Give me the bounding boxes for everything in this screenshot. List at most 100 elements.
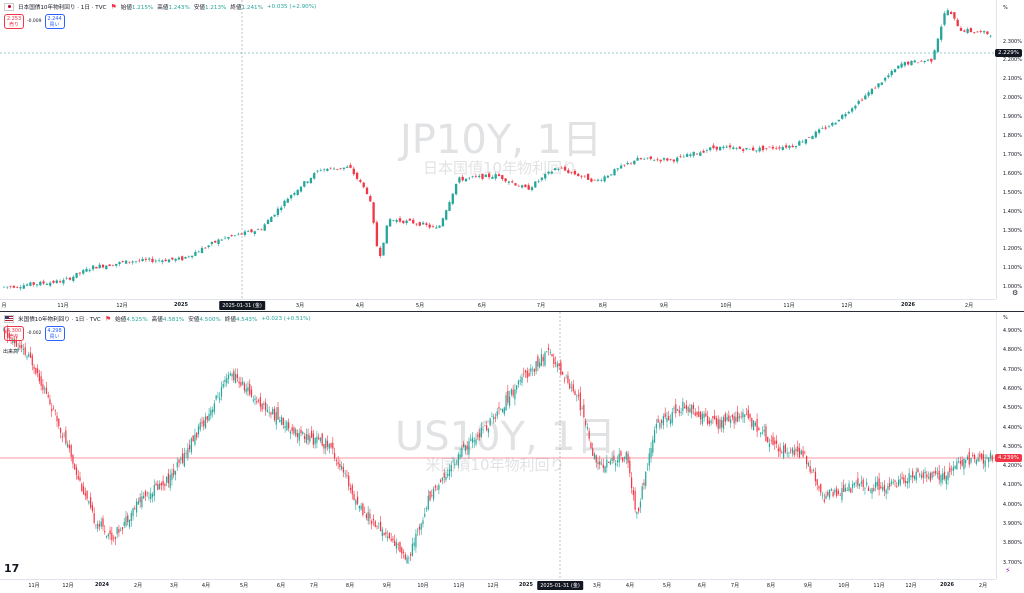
candle-body (719, 419, 721, 429)
candle-body (116, 527, 118, 534)
time-axis[interactable]: 11月 12月 2024 2月 3月 4月 5月 6月 7月 8月 9月 10月 11月 12月 2025 2… (0, 579, 996, 592)
plot-area[interactable]: US10Y, 1日 米国債10年物利回り (0, 312, 996, 579)
candle-body (501, 175, 504, 180)
candle-body (412, 219, 415, 224)
candle-body (823, 499, 825, 502)
candle-body (936, 38, 940, 53)
candle-body (883, 485, 886, 492)
candle-body (699, 411, 702, 420)
series-title[interactable]: 日本国債10年物利回り · 1日 · TVC (18, 5, 107, 11)
candle-body (742, 412, 744, 418)
candle-body (155, 483, 157, 486)
chart-pane-jp10y[interactable]: JP10Y, 1日 日本国債10年物利回り 日本国債10年物利回り · 1日 ·… (0, 0, 1024, 311)
candle-body (349, 488, 352, 490)
candle-body (372, 202, 375, 223)
candle-body (270, 412, 272, 415)
sell-button[interactable]: 2.253 売り (4, 14, 24, 29)
candle-body (98, 524, 101, 527)
watermark-name: 米国債10年物利回り (425, 456, 565, 474)
buy-button[interactable]: 2.244 買い (44, 14, 65, 29)
plot-area[interactable]: JP10Y, 1日 日本国債10年物利回り (0, 0, 996, 299)
candle-body (282, 417, 284, 425)
candle-body (530, 368, 532, 372)
pane-divider[interactable] (0, 311, 1024, 312)
sell-button[interactable]: 4.300 売り (4, 326, 24, 341)
time-axis[interactable]: 月 11月 12月 2025 2月 3月 4月 5月 6月 7月 8月 9月 10月 11月 12月 2026… (0, 299, 996, 312)
candle-body (79, 477, 81, 481)
candle-body (754, 422, 756, 426)
legend: 日本国債10年物利回り · 1日 · TVC ⚑ 始値1.215% 高値1.24… (4, 3, 316, 11)
candle-body (424, 513, 426, 517)
candle-body (600, 180, 603, 181)
candle-body (519, 380, 521, 382)
candle-body (585, 420, 587, 426)
time-tick-label: 9月 (659, 303, 669, 309)
time-tick-label: 6月 (477, 303, 487, 309)
candle-body (422, 520, 424, 525)
series-title[interactable]: 米国債10年物利回り · 1日 · TVC (18, 317, 101, 323)
candle-body (342, 467, 345, 473)
candle-body (706, 416, 709, 424)
candle-body (912, 471, 914, 478)
candle-body (788, 145, 791, 148)
candle-body (645, 471, 647, 487)
candle-body (137, 501, 139, 505)
candle-body (250, 229, 253, 233)
candle-body (818, 486, 820, 489)
candle-body (335, 460, 337, 462)
candle-body (726, 417, 728, 421)
candle-body (511, 181, 514, 183)
candle-body (445, 476, 447, 480)
candle-body (931, 472, 933, 478)
candle-body (669, 159, 672, 160)
candle-body (143, 496, 145, 499)
candle-body (633, 160, 636, 165)
candle-body (427, 495, 429, 510)
candle-body (867, 487, 870, 491)
candle-body (580, 176, 583, 177)
candle-body (319, 170, 322, 171)
candle-body (783, 445, 785, 458)
price-scale[interactable]: % 2.300% 2.200% 2.100% 2.000% 1.900% 1.800% 1.… (996, 0, 1024, 299)
candle-body (362, 503, 364, 516)
candle-body (809, 466, 811, 473)
candle-body (164, 484, 166, 486)
candle-body (900, 63, 903, 68)
candle-body (390, 538, 392, 541)
chart-pane-us10y[interactable]: US10Y, 1日 米国債10年物利回り 米国債10年物利回り · 1日 · T… (0, 312, 1024, 593)
flag-icon[interactable]: ⚑ (110, 3, 117, 11)
candle-body (206, 416, 208, 420)
candle-body (664, 413, 666, 418)
candle-body (226, 378, 228, 384)
candle-body (148, 497, 150, 498)
candlestick-chart[interactable] (0, 312, 996, 579)
candle-body (781, 452, 783, 453)
candle-body (102, 518, 104, 527)
candle-body (254, 398, 256, 400)
candle-body (286, 198, 289, 203)
candle-body (936, 473, 939, 475)
candle-body (748, 148, 751, 150)
candle-body (738, 146, 742, 149)
candle-body (661, 420, 663, 423)
gear-icon[interactable]: ⚙ (1012, 289, 1019, 297)
candle-body (26, 356, 28, 358)
lightning-icon[interactable]: ⚡ (1005, 566, 1011, 575)
candle-body (293, 193, 296, 195)
candle-body (257, 399, 260, 401)
candle-body (949, 467, 951, 473)
candle-body (989, 453, 992, 459)
candle-body (611, 457, 613, 462)
candle-body (428, 224, 431, 228)
flag-icon[interactable]: ⚑ (104, 315, 112, 323)
candle-body (108, 264, 111, 267)
candle-body (666, 417, 668, 422)
candle-body (174, 470, 177, 475)
price-scale[interactable]: % 4.900% 4.800% 4.700% 4.600% 4.500% 4.400% 4.… (996, 312, 1024, 579)
candle-body (533, 368, 535, 372)
price-tick-label: 1.000% (1002, 284, 1022, 291)
buy-button[interactable]: 4.298 買い (44, 326, 65, 341)
tradingview-logo-icon[interactable]: 17 (4, 562, 20, 575)
candlestick-chart[interactable] (0, 0, 996, 299)
cursor-date-label: 2025-01-31 (金) (219, 301, 265, 310)
